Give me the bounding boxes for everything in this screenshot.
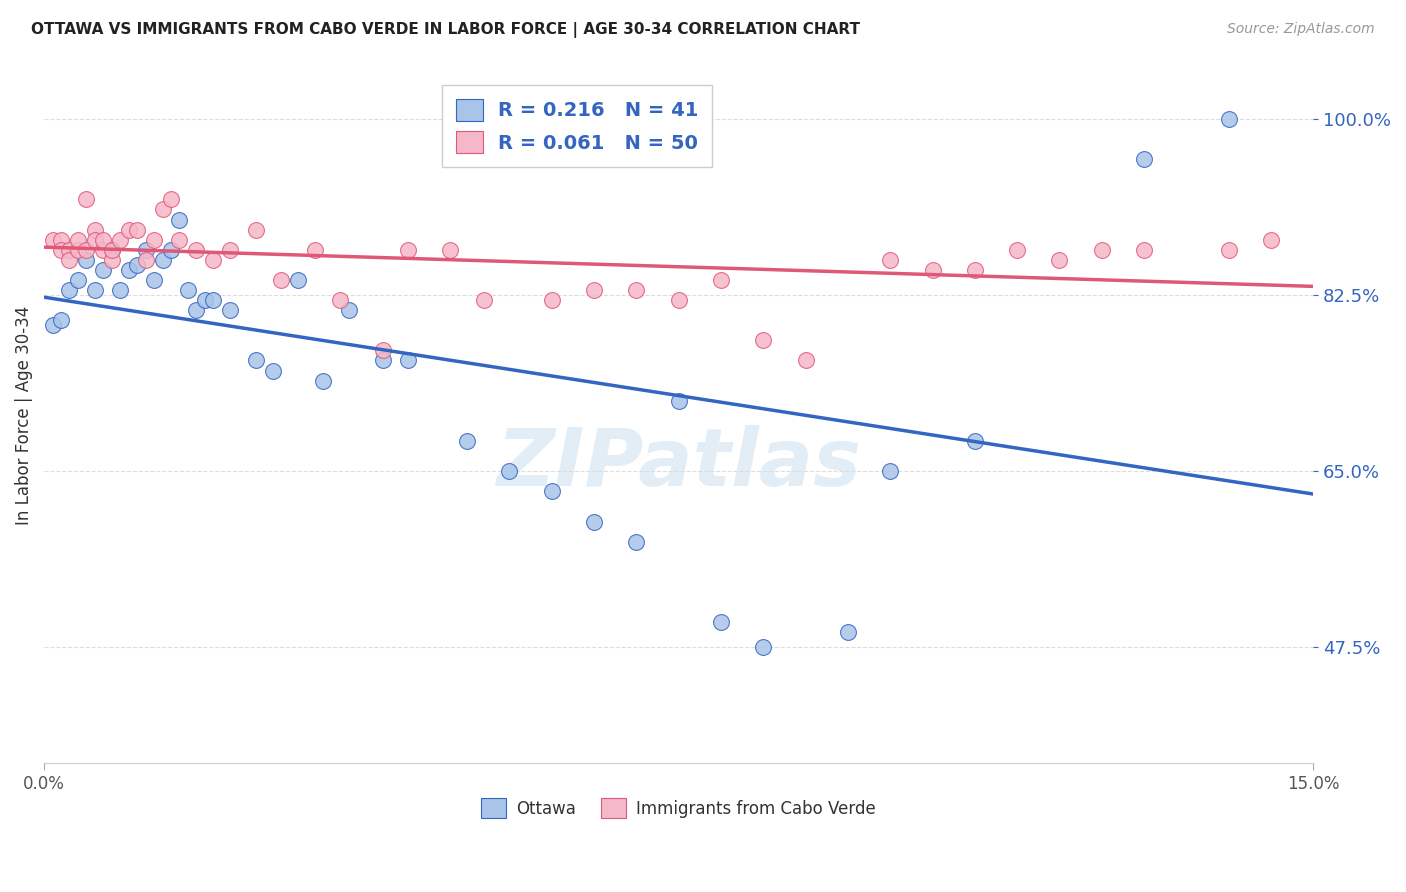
Point [186, 303, 208, 318]
Point [66, 273, 89, 287]
Point [396, 243, 419, 257]
Point [583, 283, 606, 297]
Text: ZIPatlas: ZIPatlas [496, 425, 862, 503]
Point [127, 222, 149, 236]
Point [1218, 112, 1240, 126]
Point [41, 233, 63, 247]
Point [337, 303, 360, 318]
Point [49, 243, 72, 257]
Point [668, 293, 690, 307]
Point [1133, 243, 1156, 257]
Point [152, 202, 174, 217]
Point [91, 263, 114, 277]
Point [304, 243, 326, 257]
Point [202, 252, 225, 267]
Point [498, 464, 520, 478]
Point [101, 252, 124, 267]
Point [160, 243, 183, 257]
Point [963, 434, 986, 448]
Point [58, 243, 80, 257]
Point [169, 212, 191, 227]
Point [83, 283, 105, 297]
Point [75, 243, 97, 257]
Point [312, 374, 335, 388]
Point [143, 233, 166, 247]
Point [963, 263, 986, 277]
Point [710, 273, 733, 287]
Point [186, 243, 208, 257]
Point [1133, 152, 1156, 166]
Point [83, 222, 105, 236]
Point [1005, 243, 1028, 257]
Point [110, 233, 132, 247]
Point [160, 193, 183, 207]
Point [262, 363, 284, 377]
Point [118, 263, 141, 277]
Point [837, 625, 859, 640]
Point [169, 233, 191, 247]
Point [583, 515, 606, 529]
Point [921, 263, 943, 277]
Point [91, 233, 114, 247]
Point [101, 243, 124, 257]
Point [710, 615, 733, 630]
Legend: Ottawa, Immigrants from Cabo Verde: Ottawa, Immigrants from Cabo Verde [475, 792, 883, 824]
Point [472, 293, 495, 307]
Point [439, 243, 461, 257]
Point [626, 534, 648, 549]
Point [540, 484, 562, 499]
Point [219, 243, 242, 257]
Point [83, 233, 105, 247]
Point [540, 293, 562, 307]
Point [66, 243, 89, 257]
Point [668, 393, 690, 408]
Point [219, 303, 242, 318]
Point [135, 243, 157, 257]
Point [879, 464, 901, 478]
Point [127, 258, 149, 272]
Point [371, 353, 394, 368]
Point [752, 334, 775, 348]
Point [49, 313, 72, 327]
Y-axis label: In Labor Force | Age 30-34: In Labor Force | Age 30-34 [15, 306, 32, 525]
Point [91, 243, 114, 257]
Point [152, 252, 174, 267]
Point [58, 283, 80, 297]
Point [1091, 243, 1114, 257]
Point [202, 293, 225, 307]
Point [101, 243, 124, 257]
Text: Source: ZipAtlas.com: Source: ZipAtlas.com [1227, 22, 1375, 37]
Point [49, 233, 72, 247]
Point [794, 353, 817, 368]
Point [396, 353, 419, 368]
Point [110, 283, 132, 297]
Point [1218, 243, 1240, 257]
Point [135, 252, 157, 267]
Point [41, 318, 63, 333]
Point [752, 640, 775, 655]
Point [1049, 252, 1071, 267]
Point [329, 293, 352, 307]
Point [177, 283, 200, 297]
Point [194, 293, 217, 307]
Point [371, 343, 394, 358]
Point [270, 273, 292, 287]
Text: OTTAWA VS IMMIGRANTS FROM CABO VERDE IN LABOR FORCE | AGE 30-34 CORRELATION CHAR: OTTAWA VS IMMIGRANTS FROM CABO VERDE IN … [31, 22, 860, 38]
Point [118, 222, 141, 236]
Point [626, 283, 648, 297]
Point [287, 273, 309, 287]
Point [245, 222, 267, 236]
Point [879, 252, 901, 267]
Point [143, 273, 166, 287]
Point [66, 233, 89, 247]
Point [75, 252, 97, 267]
Point [1260, 233, 1282, 247]
Point [75, 193, 97, 207]
Point [456, 434, 478, 448]
Point [245, 353, 267, 368]
Point [58, 252, 80, 267]
